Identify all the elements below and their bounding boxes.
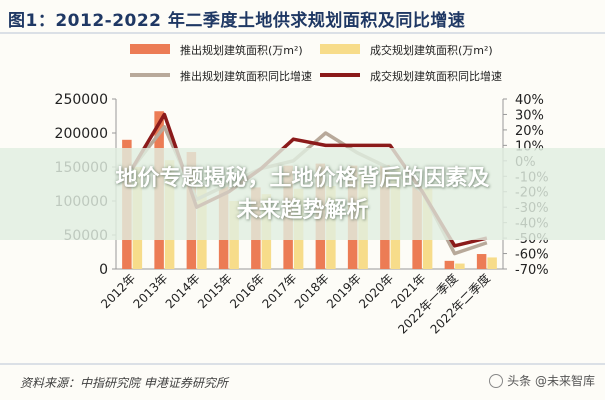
right-tick-label: 40% [515,93,544,108]
figure-title: 图1：2012-2022 年二季度土地供求规划面积及同比增速 [8,11,466,31]
legend-swatch [320,44,360,54]
overlay-headline-line-1: 地价专题揭秘，土地价格背后的因素及 [115,166,490,191]
bar [487,257,497,269]
x-tick-label: 2016年 [227,271,267,311]
right-tick-label: -60% [515,248,549,263]
legend-label: 推出规划建筑面积(万m²) [180,43,303,57]
x-tick-label: 2019年 [324,271,364,311]
bar [444,260,455,269]
left-tick-label: 0 [99,262,108,278]
watermark: 头条 @未来智库 [489,372,595,389]
x-tick-label: 2014年 [163,271,203,311]
source-note: 资料来源：中指研究院 申港证券研究所 [20,376,228,390]
right-tick-label: 20% [515,124,544,139]
overlay-banner [0,148,605,240]
bar [476,254,487,269]
bar [455,263,465,269]
x-tick-label: 2018年 [292,271,332,311]
right-tick-label: 30% [515,108,544,123]
x-tick-label: 2017年 [260,271,300,311]
overlay-headline: 地价专题揭秘，土地价格背后的因素及 未来趋势解析 [0,163,605,227]
left-tick-label: 200000 [55,126,108,142]
x-tick-label: 2013年 [131,271,171,311]
right-tick-label: -70% [515,263,549,278]
legend-label: 成交规划建筑面积(万m²) [370,43,493,57]
legend-label: 成交规划建筑面积同比增速 [370,69,502,83]
watermark-logo-icon [489,373,504,388]
watermark-text: 头条 @未来智库 [507,374,595,388]
overlay-headline-line-2: 未来趋势解析 [236,198,369,223]
legend-label: 推出规划建筑面积同比增速 [180,69,312,83]
x-tick-label: 2020年 [356,271,396,311]
left-tick-label: 250000 [55,92,108,108]
x-tick-label: 2015年 [195,271,235,311]
legend-swatch [130,44,170,54]
